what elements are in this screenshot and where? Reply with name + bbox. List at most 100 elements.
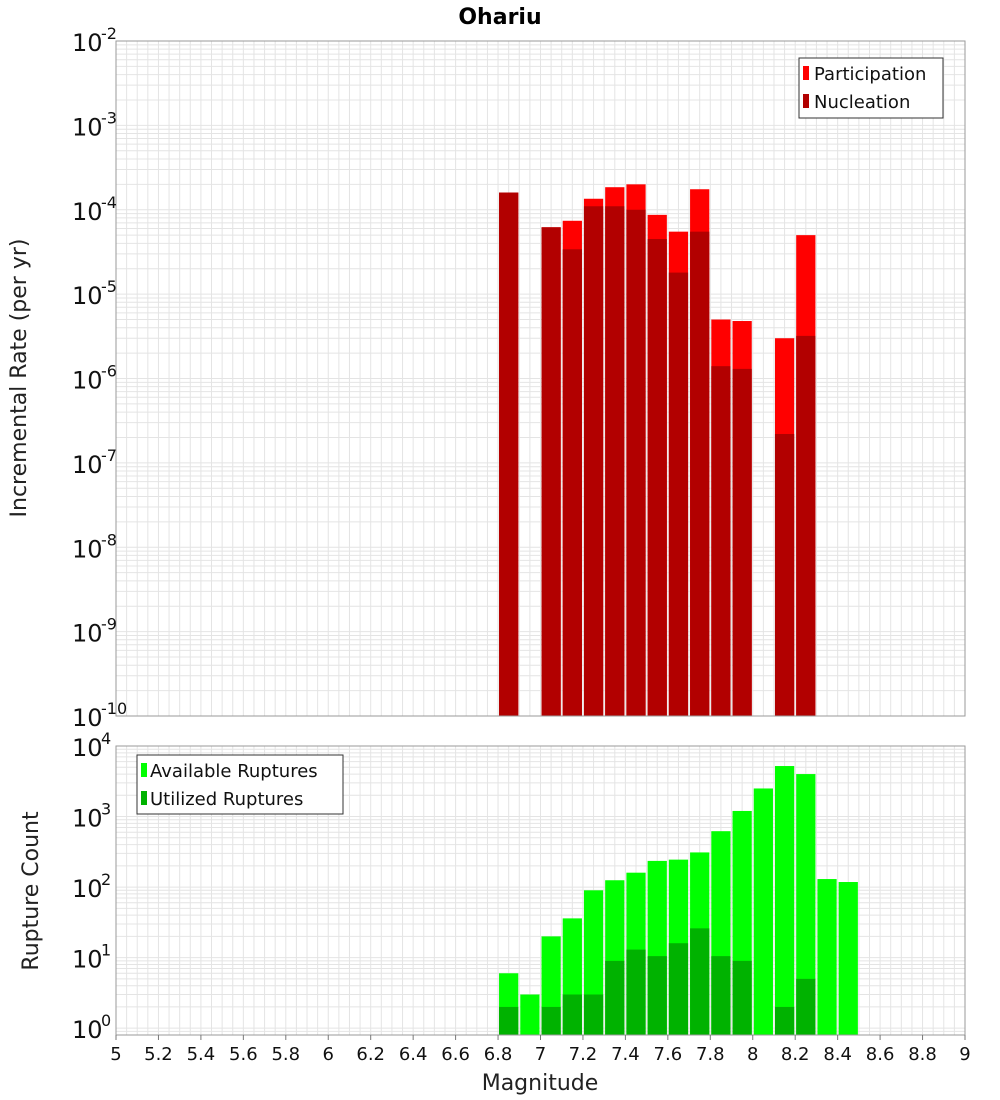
top-y-tick-label: 10-5 bbox=[72, 277, 117, 310]
x-tick-label: 7.8 bbox=[696, 1044, 725, 1065]
nucleation-bar bbox=[690, 231, 710, 716]
nucleation-bar bbox=[732, 368, 752, 716]
utilized-ruptures-bar bbox=[499, 1006, 519, 1035]
bottom-legend: Available Ruptures Utilized Ruptures bbox=[136, 754, 344, 815]
bottom-y-tick-exponent: 2 bbox=[101, 870, 111, 889]
x-tick-label: 9 bbox=[959, 1044, 970, 1065]
top-y-tick-label: 10-2 bbox=[72, 24, 117, 57]
available-ruptures-bar bbox=[753, 788, 773, 1035]
available-ruptures-bar bbox=[838, 882, 858, 1035]
top-y-tick-label: 10-7 bbox=[72, 446, 117, 479]
top-legend-box bbox=[798, 57, 944, 119]
nucleation-legend-swatch bbox=[803, 94, 809, 108]
top-y-tick-base: 10 bbox=[72, 29, 103, 57]
bottom-y-tick-exponent: 0 bbox=[101, 1011, 111, 1030]
top-plot-frame bbox=[115, 40, 966, 717]
bottom-bars bbox=[499, 766, 858, 1035]
utilized-ruptures-bar bbox=[541, 1006, 561, 1035]
bottom-y-tick-exponent: 3 bbox=[101, 800, 111, 819]
x-tick-label: 5.4 bbox=[187, 1044, 216, 1065]
participation-legend-swatch bbox=[803, 66, 809, 80]
utilized-ruptures-bar bbox=[562, 994, 582, 1035]
x-tick-label: 7.2 bbox=[569, 1044, 598, 1065]
utilized-legend-swatch bbox=[141, 791, 147, 805]
bottom-y-axis-label: Rupture Count bbox=[19, 811, 44, 971]
bottom-y-tick-label: 104 bbox=[72, 729, 111, 762]
bottom-y-tick-base: 10 bbox=[72, 875, 103, 903]
top-y-tick-base: 10 bbox=[72, 367, 103, 395]
x-tick-label: 8.4 bbox=[823, 1044, 852, 1065]
bottom-y-tick-exponent: 4 bbox=[101, 729, 111, 748]
x-tick-label: 6.6 bbox=[441, 1044, 470, 1065]
top-y-tick-base: 10 bbox=[72, 704, 103, 732]
nucleation-legend-label: Nucleation bbox=[814, 92, 910, 113]
top-y-tick-exponent: -9 bbox=[101, 615, 117, 634]
chart-title: Ohariu bbox=[458, 5, 541, 30]
x-tick-label: 8.6 bbox=[866, 1044, 895, 1065]
top-y-tick-label: 10-3 bbox=[72, 108, 117, 141]
bottom-y-tick-exponent: 1 bbox=[101, 941, 111, 960]
top-legend: Participation Nucleation bbox=[798, 57, 944, 119]
top-y-tick-exponent: -10 bbox=[101, 699, 127, 718]
x-tick-label: 8.8 bbox=[908, 1044, 937, 1065]
available-legend-label: Available Ruptures bbox=[150, 761, 318, 782]
x-tick-label: 6.8 bbox=[484, 1044, 513, 1065]
x-tick-label: 8 bbox=[747, 1044, 758, 1065]
top-y-tick-base: 10 bbox=[72, 113, 103, 141]
nucleation-bar bbox=[647, 239, 667, 716]
x-tick-label: 8.2 bbox=[781, 1044, 810, 1065]
nucleation-bar bbox=[668, 272, 689, 716]
x-tick-label: 5 bbox=[110, 1044, 121, 1065]
utilized-legend-label: Utilized Ruptures bbox=[150, 789, 303, 810]
top-y-tick-label: 10-9 bbox=[72, 615, 117, 648]
bottom-y-tick-label: 102 bbox=[72, 870, 111, 903]
top-bars bbox=[499, 184, 816, 717]
nucleation-bar bbox=[774, 433, 795, 716]
top-y-tick-base: 10 bbox=[72, 535, 103, 563]
top-y-tick-base: 10 bbox=[72, 282, 103, 310]
nucleation-bar bbox=[605, 206, 625, 716]
nucleation-bar bbox=[583, 206, 604, 716]
top-y-tick-label: 10-10 bbox=[72, 699, 127, 732]
nucleation-bar bbox=[541, 227, 561, 716]
utilized-ruptures-bar bbox=[583, 994, 604, 1035]
utilized-ruptures-bar bbox=[796, 978, 816, 1035]
nucleation-bar bbox=[796, 335, 816, 716]
x-tick-label: 5.6 bbox=[229, 1044, 258, 1065]
available-ruptures-bar bbox=[796, 774, 816, 1035]
x-axis-label: Magnitude bbox=[482, 1071, 599, 1096]
top-y-tick-exponent: -8 bbox=[101, 530, 117, 549]
bottom-legend-box bbox=[136, 754, 344, 815]
x-tick-label: 6.2 bbox=[356, 1044, 385, 1065]
utilized-ruptures-bar bbox=[732, 960, 752, 1035]
utilized-ruptures-bar bbox=[647, 956, 667, 1035]
utilized-ruptures-bar bbox=[690, 928, 710, 1035]
bottom-y-tick-base: 10 bbox=[72, 1016, 103, 1044]
available-legend-swatch bbox=[141, 763, 147, 777]
top-y-tick-label: 10-4 bbox=[72, 193, 117, 226]
utilized-ruptures-bar bbox=[668, 943, 689, 1035]
utilized-ruptures-bar bbox=[626, 949, 646, 1035]
available-ruptures-bar bbox=[774, 766, 795, 1035]
nucleation-bar bbox=[626, 209, 646, 716]
top-y-tick-exponent: -2 bbox=[101, 24, 117, 43]
x-tick-label: 5.2 bbox=[144, 1044, 173, 1065]
top-y-tick-base: 10 bbox=[72, 198, 103, 226]
top-y-tick-base: 10 bbox=[72, 451, 103, 479]
bottom-y-tick-label: 100 bbox=[72, 1011, 111, 1044]
x-tick-label: 7.4 bbox=[611, 1044, 640, 1065]
available-ruptures-bar bbox=[817, 879, 837, 1035]
x-ticks: 5 5.2 5.4 5.6 5.8 6 6.2 6.4 6.6 6.8 7 7.2 7.4 7.6 7.8 8… bbox=[110, 1035, 971, 1065]
x-tick-label: 7.6 bbox=[654, 1044, 683, 1065]
top-y-tick-label: 10-8 bbox=[72, 530, 117, 563]
top-y-tick-exponent: -5 bbox=[101, 277, 117, 296]
bottom-y-tick-label: 103 bbox=[72, 800, 111, 833]
bottom-y-tick-base: 10 bbox=[72, 805, 103, 833]
x-tick-label: 7 bbox=[535, 1044, 546, 1065]
utilized-ruptures-bar bbox=[774, 1006, 795, 1035]
utilized-ruptures-bar bbox=[711, 956, 731, 1035]
